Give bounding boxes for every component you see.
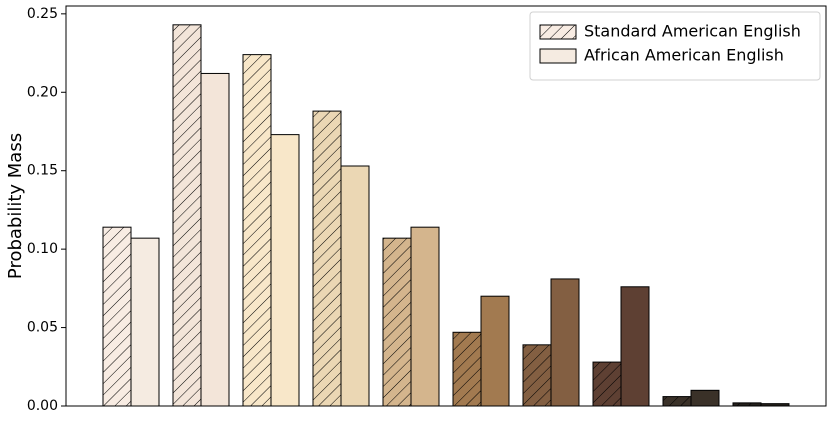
bar	[270, 134, 300, 407]
bar	[620, 286, 650, 407]
bar	[200, 72, 230, 407]
y-tick-label: 0.15	[27, 163, 58, 179]
bar	[522, 344, 552, 407]
y-tick-label: 0.05	[27, 320, 58, 336]
legend-box	[529, 11, 821, 81]
legend-swatch	[539, 24, 577, 40]
bar	[130, 237, 160, 407]
bar	[550, 278, 580, 407]
bar	[172, 24, 202, 407]
y-tick-label: 0.25	[27, 6, 58, 22]
bar	[410, 226, 440, 407]
bar	[480, 295, 510, 407]
y-tick-label: 0.00	[27, 398, 58, 414]
legend-swatch	[539, 48, 577, 64]
bar	[690, 389, 720, 407]
legend-label: African American English	[584, 46, 784, 65]
bar	[312, 110, 342, 407]
bar	[452, 331, 482, 407]
y-tick-label: 0.10	[27, 241, 58, 257]
legend-label: Standard American English	[584, 22, 801, 41]
plot-frame	[65, 5, 827, 407]
y-tick-label: 0.20	[27, 84, 58, 100]
bar	[382, 237, 412, 407]
bar	[592, 361, 622, 407]
bar	[242, 54, 272, 407]
bar	[102, 226, 132, 407]
y-axis-label: Probability Mass	[5, 133, 26, 279]
bar	[662, 396, 692, 407]
bar	[340, 165, 370, 407]
